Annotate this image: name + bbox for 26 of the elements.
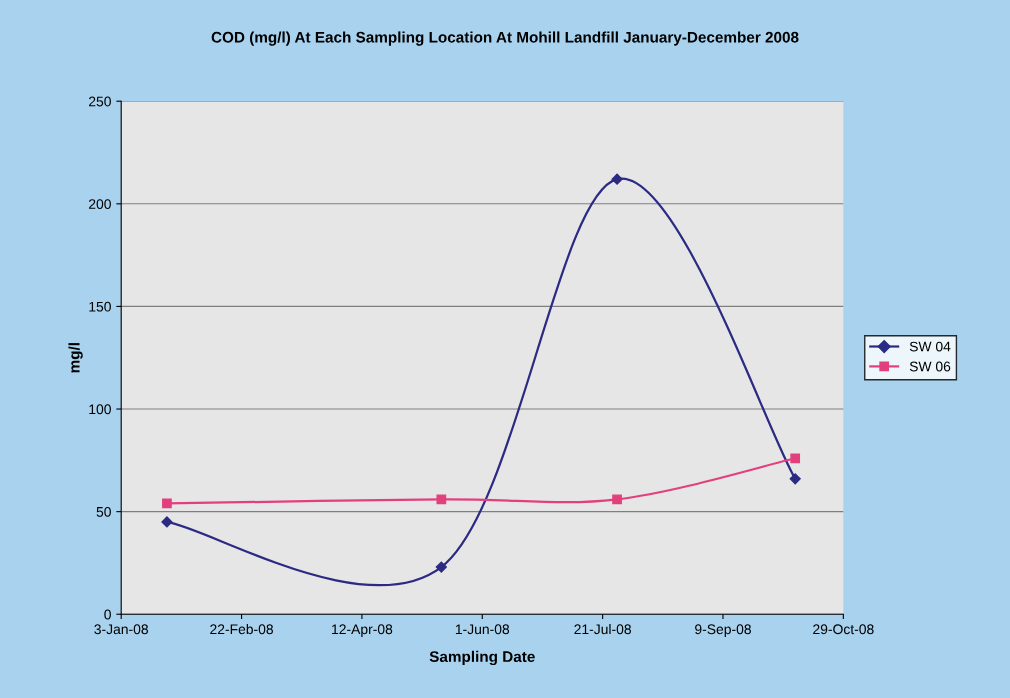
point [790,453,801,464]
point [612,494,622,505]
y-tick-label: 150 [89,301,111,312]
point [789,473,801,485]
x-tick-label: 9-Sep-08 [695,624,751,637]
point [435,561,447,573]
y-tick-label: 0 [104,609,111,620]
y-tick-label: 250 [89,96,111,107]
y-axis-title: mg/l [68,343,83,373]
x-tick-label: 22-Feb-08 [210,623,273,635]
y-tick-label: 100 [89,404,111,415]
x-tick-label: 29-Oct-08 [813,624,874,635]
point [162,498,172,509]
x-axis-title: Sampling Date [429,650,535,666]
legend-label: SW 06 [909,361,951,372]
x-tick-label: 1-Jun-08 [455,624,510,635]
x-tick-label: 12-Apr-08 [332,624,393,637]
chart-title: COD (mg/l) At Each Sampling Location At Mohill Landfill January-December 2008 [211,31,799,46]
point [161,516,173,528]
x-tick-label: 21-Jul-08 [574,623,631,635]
y-tick-label: 50 [96,506,111,517]
x-tick-label: 3-Jan-08 [94,624,149,635]
point [436,494,447,505]
y-tick-label: 200 [89,199,111,209]
legend-label: SW 04 [909,341,951,352]
point [611,173,623,185]
